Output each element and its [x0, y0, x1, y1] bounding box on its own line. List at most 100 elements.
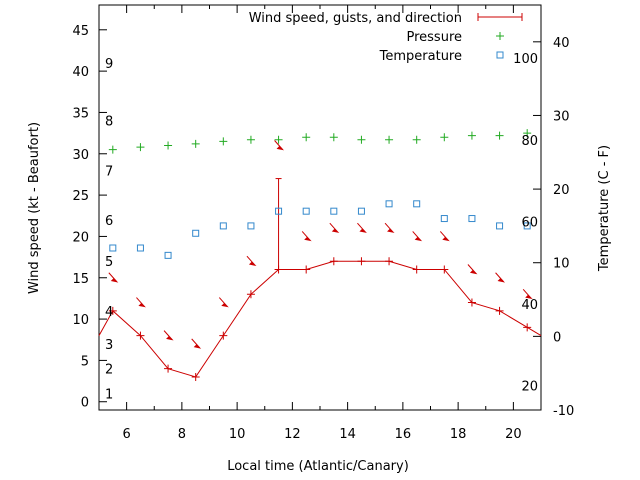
- wind-speed-point: [329, 257, 338, 266]
- y-left-tick-label: 10: [72, 313, 89, 328]
- fahrenheit-label: 60: [521, 215, 538, 230]
- y-right-tick-label: 10: [553, 257, 570, 272]
- y-right-tick-label: 40: [553, 36, 570, 51]
- beaufort-label: 6: [105, 214, 113, 229]
- wind-speed-point: [412, 265, 421, 274]
- wind-speed-point: [385, 257, 394, 266]
- wind-direction-arrowhead: [387, 228, 395, 233]
- wind-speed-point: [219, 331, 228, 340]
- y-left-tick-label: 25: [72, 189, 89, 204]
- wind-speed-point: [108, 306, 117, 315]
- y-axis-label-left: Wind speed (kt - Beaufort): [27, 122, 42, 294]
- fahrenheit-label: 100: [513, 52, 538, 67]
- wind-direction-arrowhead: [138, 302, 146, 308]
- temperature-point: [330, 207, 338, 215]
- pressure-point: [246, 135, 255, 144]
- pressure-point: [191, 139, 200, 148]
- x-tick-label: 18: [450, 427, 467, 442]
- beaufort-label: 5: [105, 255, 113, 270]
- pressure-point: [467, 131, 476, 140]
- wind-direction-arrowhead: [110, 278, 119, 283]
- temperature-point: [247, 222, 255, 230]
- wind-speed-point: [246, 290, 255, 299]
- pressure-point: [440, 133, 449, 142]
- x-tick-label: 12: [284, 427, 301, 442]
- plot-frame: [98, 4, 542, 411]
- x-tick-label: 10: [229, 427, 246, 442]
- wind-direction-arrowhead: [193, 344, 202, 349]
- x-tick-label: 8: [178, 427, 186, 442]
- beaufort-label: 2: [105, 363, 113, 378]
- y-right-tick-label: 0: [553, 330, 561, 345]
- y-left-tick-label: 0: [81, 396, 89, 411]
- beaufort-label: 1: [105, 387, 113, 402]
- x-tick-label: 14: [339, 427, 356, 442]
- temperature-point: [275, 207, 283, 215]
- beaufort-label: 3: [105, 338, 113, 353]
- wind-speed-point: [136, 331, 145, 340]
- wind-speed-point: [302, 265, 311, 274]
- y-axis-label-right: Temperature (C - F): [597, 145, 612, 272]
- wind-direction-arrowhead: [276, 145, 285, 151]
- pressure-point: [412, 135, 421, 144]
- beaufort-label: 9: [105, 57, 113, 72]
- x-tick-label: 20: [505, 427, 522, 442]
- legend-swatch-temperature: [496, 51, 504, 59]
- wind-direction-arrowhead: [497, 278, 506, 283]
- legend-label-wind: Wind speed, gusts, and direction: [249, 11, 462, 26]
- y-right-tick-label: -10: [553, 404, 574, 419]
- tick-labels: 6 8 10 12 14 16 18 20051015202530354045-1001020…: [72, 24, 574, 442]
- temperature-point: [192, 229, 200, 237]
- y-left-tick-label: 35: [72, 106, 89, 121]
- temperature-point: [136, 244, 144, 252]
- legend-swatch-pressure: [496, 32, 504, 40]
- temperature-point: [385, 200, 393, 208]
- pressure-point: [274, 135, 283, 144]
- x-tick-label: 16: [395, 427, 412, 442]
- y-right-tick-label: 30: [553, 109, 570, 124]
- legend-label-temperature: Temperature: [379, 49, 462, 64]
- data-marks: [98, 129, 542, 381]
- wind-speed-point: [440, 265, 449, 274]
- y-left-tick-label: 20: [72, 230, 89, 245]
- temperature-point: [440, 215, 448, 223]
- wind-speed-point: [191, 372, 200, 381]
- wind-speed-point: [164, 364, 173, 373]
- fahrenheit-label: 40: [521, 298, 538, 313]
- wind-direction-arrowhead: [469, 269, 478, 275]
- wind-direction-arrowhead: [248, 261, 257, 267]
- x-axis-label: Local time (Atlantic/Canary): [227, 459, 409, 474]
- pressure-point: [164, 141, 173, 150]
- fahrenheit-label: 20: [521, 380, 538, 395]
- wind-direction-arrowhead: [331, 228, 340, 233]
- temperature-point: [219, 222, 227, 230]
- temperature-point: [496, 222, 504, 230]
- wind-speed-line: [98, 260, 542, 378]
- pressure-point: [302, 133, 311, 142]
- y-right-tick-label: 20: [553, 183, 570, 198]
- wind-direction-arrowhead: [414, 236, 423, 242]
- fahrenheit-label: 80: [521, 134, 538, 149]
- y-left-tick-label: 30: [72, 148, 89, 163]
- wind-speed-point: [357, 257, 366, 266]
- y-left-tick-label: 15: [72, 272, 89, 287]
- pressure-point: [523, 129, 532, 138]
- pressure-point: [108, 145, 117, 154]
- wind-direction-arrowhead: [359, 228, 367, 233]
- pressure-point: [329, 133, 338, 142]
- wind-speed-point: [467, 298, 476, 307]
- temperature-point: [357, 207, 365, 215]
- beaufort-label: 8: [105, 115, 113, 130]
- temperature-point: [523, 222, 531, 230]
- temperature-point: [109, 244, 117, 252]
- pressure-point: [357, 135, 366, 144]
- wind-direction-arrowhead: [166, 335, 174, 341]
- x-tick-label: 6: [122, 427, 130, 442]
- legend: Wind speed, gusts, and direction Pressur…: [249, 11, 523, 64]
- y-left-tick-label: 45: [72, 24, 89, 39]
- wind-direction-arrowhead: [304, 236, 312, 242]
- temperature-point: [468, 215, 476, 223]
- y-left-tick-label: 5: [81, 354, 89, 369]
- wind-direction-arrowhead: [525, 294, 533, 300]
